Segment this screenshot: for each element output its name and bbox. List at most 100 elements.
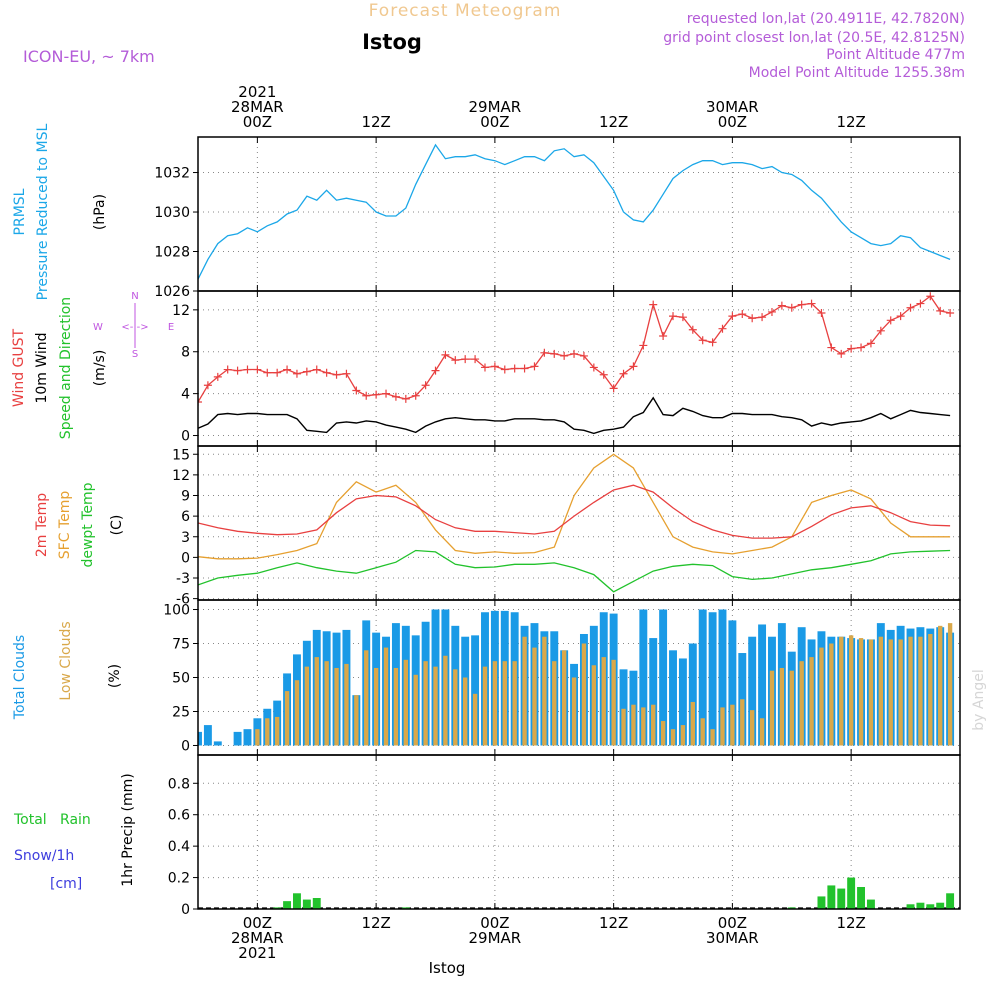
low-cloud-bar <box>472 693 478 746</box>
low-cloud-bar <box>809 657 814 746</box>
low-cloud-bar <box>858 638 864 746</box>
temperature-ytick-label: -6 <box>176 592 190 608</box>
low-cloud-bar <box>829 643 834 746</box>
gust-marker <box>530 362 539 371</box>
top-hour-label: 12Z <box>599 113 628 131</box>
wind-panel: 0 4 8 12 <box>172 290 961 447</box>
total-cloud-bar <box>698 609 707 746</box>
total-cloud-bar <box>728 620 737 746</box>
low-cloud-bar <box>660 721 666 746</box>
low-cloud-bar <box>750 710 755 746</box>
low-cloud-bar <box>265 718 270 746</box>
gust-marker <box>510 364 519 373</box>
model-label: ICON-EU, ~ 7km <box>23 47 155 66</box>
low-cloud-bar <box>561 650 567 746</box>
total-cloud-bar <box>203 725 212 746</box>
rain-bar <box>857 887 865 909</box>
low-cloud-bar <box>799 661 804 746</box>
pressure-ylabel-2: Pressure Reduced to MSL <box>35 123 51 300</box>
gust-marker <box>639 341 648 350</box>
low-cloud-bar <box>294 680 300 746</box>
bottom-date-label: 00Z <box>480 914 509 932</box>
sfc-temp-ylabel: SFC Temp <box>57 491 73 560</box>
total-cloud-bar <box>708 612 717 746</box>
low-cloud-bar <box>492 661 498 746</box>
wind-dir-ylabel: Speed and Direction <box>58 297 74 439</box>
low-cloud-bar <box>433 666 438 746</box>
total-cloud-bar <box>243 729 252 746</box>
low-cloud-bar <box>571 677 577 746</box>
gust-marker <box>748 314 757 323</box>
low-cloud-bar <box>848 635 854 746</box>
grid-point-coords: grid point closest lon,lat (20.5E, 42.81… <box>663 30 965 46</box>
rain-bar <box>946 893 955 909</box>
rain-bar <box>906 904 915 909</box>
low-cloud-bar <box>502 661 507 746</box>
temperature-ytick-label: -3 <box>176 571 190 587</box>
low-cloud-bar <box>393 667 399 746</box>
wind-ylabels: Wind GUST 10m Wind Speed and Direction (… <box>11 297 108 439</box>
gust-marker <box>906 303 915 312</box>
gust-marker <box>233 366 242 375</box>
pressure-data <box>198 143 951 280</box>
location-title: Istog <box>362 30 422 54</box>
total-cloud-bar <box>639 609 648 746</box>
low-cloud-bar <box>730 704 735 746</box>
total-cloud-bar <box>669 650 677 746</box>
rain-bar <box>936 902 945 909</box>
low-cloud-bar <box>542 636 547 746</box>
low-cloud-bar <box>789 670 794 746</box>
gust-marker <box>570 349 579 358</box>
total-cloud-bar <box>718 609 727 746</box>
gust-marker <box>659 332 668 341</box>
gust-marker <box>411 391 420 400</box>
low-cloud-bar <box>403 659 408 746</box>
low-cloud-bar <box>631 704 636 746</box>
gust-marker <box>283 365 292 374</box>
gust-marker <box>372 390 381 399</box>
wind-ytick-label: 0 <box>181 429 190 445</box>
rain-bar <box>847 877 856 909</box>
gust-marker <box>738 310 747 319</box>
precip-frame <box>197 754 961 910</box>
pressure-ytick-label: 1032 <box>154 166 190 182</box>
compass-east: E <box>168 322 174 333</box>
clouds-ytick-label: 0 <box>181 738 190 754</box>
gust-marker <box>312 365 321 374</box>
low-cloud-bar <box>552 661 557 746</box>
requested-coords: requested lon,lat (20.4911E, 42.7820N) <box>687 11 965 27</box>
gust-marker <box>708 338 717 347</box>
gust-marker <box>263 368 272 377</box>
precip-ytick-label: 0.4 <box>168 839 190 855</box>
top-hour-label: 12Z <box>836 113 865 131</box>
gust-marker <box>629 362 638 371</box>
low-cloud-bar <box>581 643 587 746</box>
precip-ytick-label: 0.6 <box>168 808 190 824</box>
gust-marker <box>817 308 826 317</box>
snow-label: Snow/1h <box>14 848 74 864</box>
low-cloud-bar <box>324 661 329 746</box>
gust-marker <box>461 355 470 364</box>
gust-marker <box>718 324 727 333</box>
bottom-hour-label: 12Z <box>361 914 390 932</box>
low-cloud-bar <box>423 661 428 746</box>
pressure-ytick-label: 1026 <box>154 284 190 300</box>
point-altitude: Point Altitude 477m <box>826 47 965 63</box>
gust-marker <box>837 349 846 358</box>
low-cloud-bar <box>255 729 260 746</box>
total-cloud-bar <box>659 609 668 746</box>
low-cloud-bar <box>344 663 349 746</box>
low-cloud-bar <box>532 647 537 746</box>
gust-marker <box>649 300 658 309</box>
temperature-ytick-label: 9 <box>181 489 190 505</box>
gust-marker <box>451 356 460 365</box>
low-cloud-bar <box>364 650 369 746</box>
low-cloud-bar <box>413 674 418 746</box>
gust-marker <box>777 301 786 310</box>
total-clouds-ylabel: Total Clouds <box>12 635 28 720</box>
rain-bar <box>817 896 826 909</box>
rain-bar <box>916 902 925 909</box>
gust-marker <box>253 365 262 374</box>
gust-marker <box>421 381 430 390</box>
low-cloud-bar <box>443 655 448 746</box>
